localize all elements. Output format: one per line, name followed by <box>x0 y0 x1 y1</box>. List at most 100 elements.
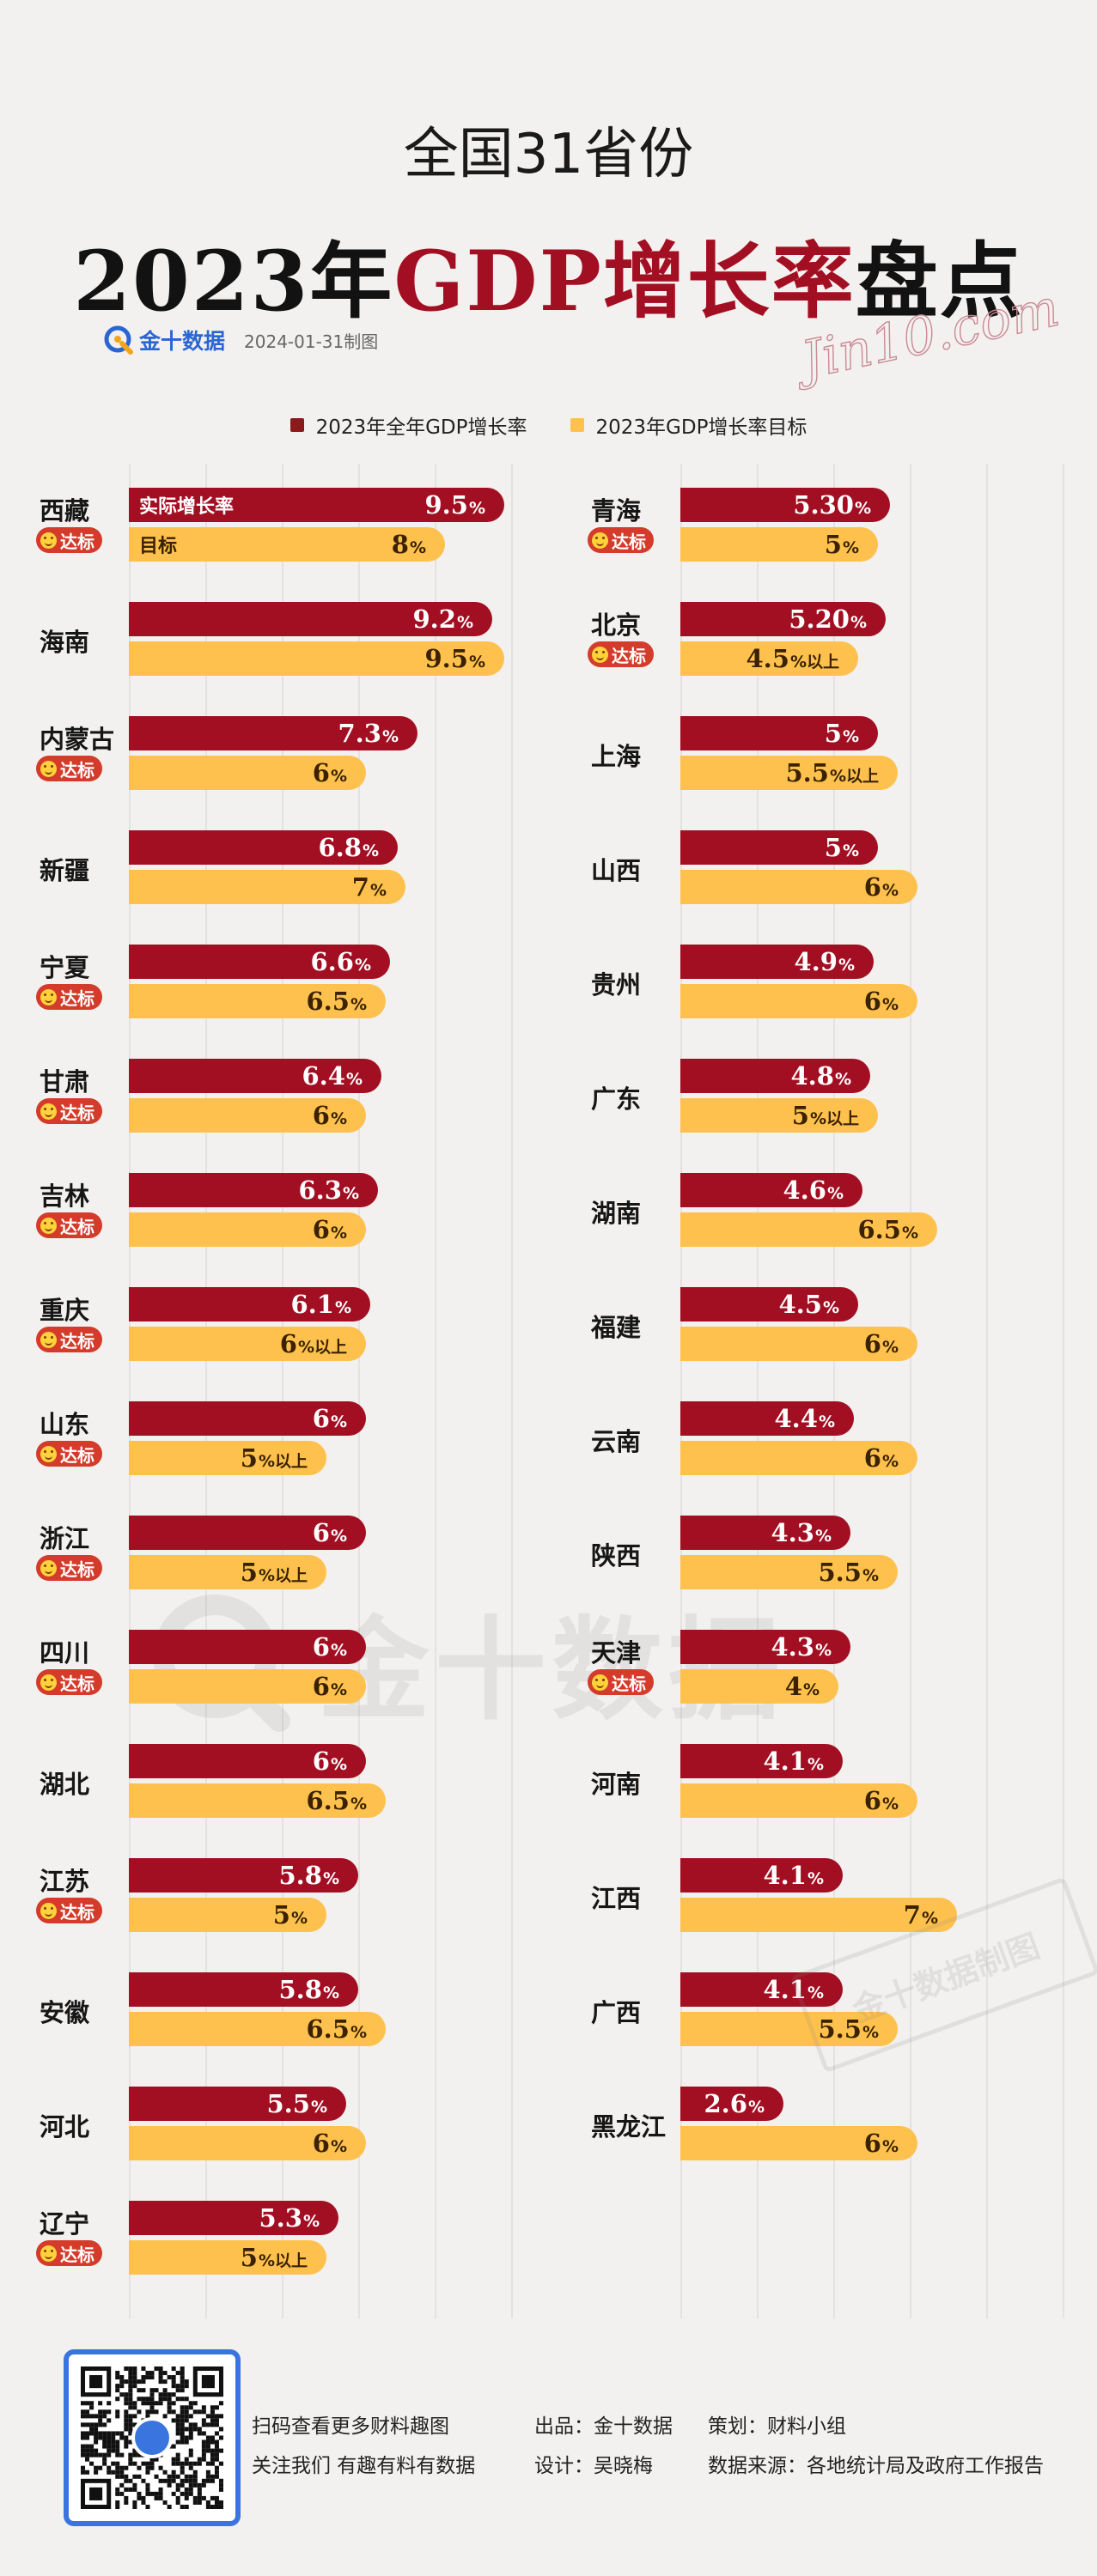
badge-text: 达标 <box>60 1901 94 1923</box>
qr-module <box>180 2435 185 2440</box>
qr-module <box>171 2461 176 2466</box>
smile-icon <box>40 1331 57 1348</box>
qr-module <box>89 2422 94 2427</box>
qr-module <box>205 2448 210 2453</box>
value-number: 6.6 <box>310 947 354 976</box>
qr-module <box>149 2401 155 2406</box>
qr-module <box>201 2422 206 2427</box>
qr-module <box>192 2478 198 2483</box>
bar-target-甘肃: 6% <box>129 1098 366 1133</box>
qr-module <box>115 2452 120 2458</box>
target-met-badge: 达标 <box>588 1669 654 1695</box>
qr-module <box>89 2414 94 2419</box>
qr-module <box>154 2401 159 2406</box>
value-number: 6 <box>863 1786 881 1815</box>
value-number: 5.5 <box>785 758 829 787</box>
actual-value-label: 5.8% <box>279 1861 340 1890</box>
province-label: 内蒙古 <box>40 725 115 754</box>
value-unit: % <box>330 1680 347 1699</box>
value-unit: % <box>921 1909 938 1928</box>
value-number: 8 <box>391 530 409 559</box>
province-label: 湖北 <box>40 1770 90 1799</box>
value-unit: % <box>814 1641 832 1660</box>
qr-module <box>115 2439 120 2445</box>
qr-module <box>184 2418 189 2423</box>
qr-module <box>128 2457 133 2462</box>
qr-code[interactable] <box>64 2349 241 2526</box>
qr-module <box>214 2452 219 2458</box>
bar-actual-四川: 6% <box>129 1630 366 1664</box>
qr-module <box>102 2461 107 2466</box>
qr-module <box>115 2384 120 2389</box>
qr-finder <box>89 2375 103 2389</box>
qr-module <box>137 2452 142 2458</box>
bar-actual-山东: 6% <box>129 1401 366 1436</box>
qr-module <box>124 2435 129 2440</box>
target-value-label: 8% <box>392 530 426 559</box>
qr-module <box>197 2487 202 2492</box>
qr-module <box>175 2431 180 2436</box>
qr-module <box>98 2431 103 2436</box>
value-unit: % <box>369 881 387 900</box>
bar-chart: 金十数据 西藏 达标 9.5% 实际增长率 8% 目标 海南 9.2% 9.5% 内蒙古 达标 7.3… <box>0 464 1097 2318</box>
badge-text: 达标 <box>612 1673 646 1694</box>
qr-module <box>128 2397 133 2402</box>
qr-module <box>171 2366 176 2372</box>
qr-module <box>218 2414 223 2419</box>
qr-module <box>128 2375 133 2380</box>
target-value-label: 5% <box>273 1900 308 1929</box>
bar-actual-青海: 5.30% <box>680 488 890 522</box>
target-value-label: 6.5% <box>307 2014 368 2044</box>
qr-module <box>175 2452 180 2458</box>
qr-module <box>98 2435 103 2440</box>
qr-module <box>94 2470 99 2475</box>
target-value-label: 5.5% <box>819 2014 880 2044</box>
value-number: 5 <box>791 1101 809 1130</box>
qr-module <box>85 2401 90 2406</box>
bar-target-云南: 6% <box>680 1441 917 1475</box>
target-value-label: 7% <box>904 1900 938 1929</box>
value-unit: % <box>330 1527 347 1546</box>
qr-module <box>154 2388 159 2393</box>
qr-module <box>137 2491 142 2496</box>
qr-module <box>98 2418 103 2423</box>
value-number: 5 <box>824 530 842 559</box>
qr-module <box>171 2474 176 2479</box>
value-number: 4.9 <box>794 947 838 976</box>
value-number: 5 <box>240 2243 258 2272</box>
qr-module <box>201 2431 206 2436</box>
qr-module <box>158 2478 163 2483</box>
qr-module <box>132 2500 137 2505</box>
bar-target-陕西: 5.5% <box>680 1555 898 1589</box>
qr-module <box>184 2487 189 2492</box>
value-number: 6.3 <box>298 1176 342 1205</box>
qr-module <box>214 2405 219 2410</box>
value-unit: % <box>381 727 399 746</box>
qr-module <box>180 2461 185 2466</box>
qr-module <box>214 2439 219 2445</box>
actual-value-label: 7.3% <box>338 719 399 748</box>
qr-module <box>115 2500 120 2505</box>
value-number: 6 <box>312 1404 330 1433</box>
qr-module <box>124 2478 129 2483</box>
bar-actual-宁夏: 6.6% <box>129 945 390 979</box>
target-value-label: 6% <box>864 987 899 1016</box>
qr-module <box>197 2457 202 2462</box>
qr-module <box>184 2491 189 2496</box>
qr-module <box>210 2452 215 2458</box>
qr-module <box>205 2461 210 2466</box>
qr-module <box>180 2478 185 2483</box>
qr-module <box>149 2405 155 2410</box>
qr-module <box>175 2500 180 2505</box>
value-unit: % <box>330 767 347 786</box>
qr-module <box>124 2439 129 2445</box>
data-source: 数据来源：各地统计局及政府工作报告 <box>708 2455 1044 2477</box>
qr-logo-icon <box>131 2417 173 2458</box>
qr-module <box>154 2491 159 2496</box>
qr-module <box>85 2470 90 2475</box>
qr-module <box>175 2422 180 2427</box>
gridline <box>205 464 207 2318</box>
qr-module <box>145 2482 150 2488</box>
qr-module <box>85 2409 90 2415</box>
